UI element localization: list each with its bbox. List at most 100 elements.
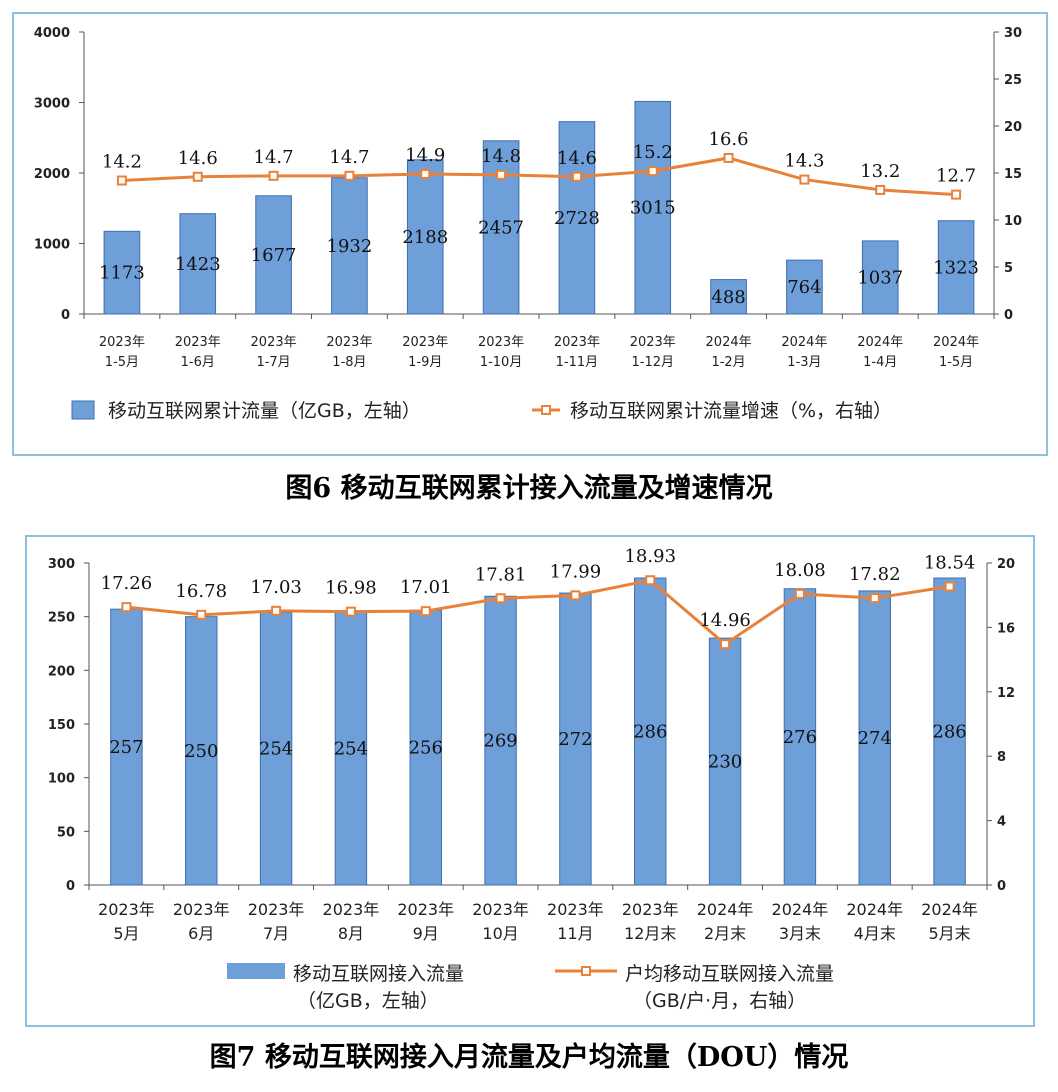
x-category-label: 1-5月	[105, 355, 139, 370]
line-point	[344, 170, 355, 181]
bar	[861, 240, 899, 315]
bar-value-label: 1037	[857, 267, 903, 288]
x-category-label: 2023年	[323, 900, 380, 919]
line-point	[951, 189, 962, 200]
x-category-label: 12月末	[624, 924, 676, 943]
bar-value-label: 1423	[175, 254, 221, 275]
bar-value-label: 254	[334, 739, 368, 760]
line-point	[196, 609, 207, 620]
y-left-tick-label: 300	[48, 557, 75, 572]
bar-value-label: 276	[783, 727, 817, 748]
bar-value-label: 286	[633, 722, 667, 743]
x-category-label: 2023年	[547, 900, 604, 919]
x-category-label: 2024年	[706, 335, 752, 350]
line-point	[121, 602, 132, 613]
x-category-label: 1-11月	[556, 355, 599, 370]
bar	[482, 140, 520, 315]
bar-value-label: 254	[259, 739, 293, 760]
x-category-label: 2024年	[772, 900, 829, 919]
line-value-label: 17.26	[101, 573, 153, 594]
bar	[710, 279, 747, 315]
x-category-label: 11月	[557, 924, 593, 943]
line-value-label: 18.93	[624, 546, 676, 567]
line-point	[268, 170, 279, 181]
y-left-tick-label: 100	[48, 772, 75, 787]
x-category-label: 1-5月	[939, 355, 973, 370]
bar-value-label: 256	[409, 738, 443, 759]
x-category-label: 1-8月	[332, 355, 366, 370]
line-value-label: 17.81	[475, 564, 527, 585]
bar	[185, 616, 218, 886]
y-right-tick-label: 25	[1004, 73, 1022, 88]
line-value-label: 12.7	[936, 166, 976, 187]
bar	[255, 195, 292, 315]
x-category-label: 6月	[188, 924, 214, 943]
line-point	[345, 606, 356, 617]
y-right-tick-label: 16	[997, 621, 1015, 636]
bar-value-label: 1932	[327, 236, 373, 257]
chart-fig7: 0 50 100 150 200 250 300 0 4 8 12 16 20 257 250 254 254 2…	[48, 546, 1015, 1012]
bar	[933, 577, 966, 886]
x-category-label: 1-7月	[256, 355, 290, 370]
y-right-tick-label: 8	[997, 750, 1006, 765]
x-category-label: 2023年	[630, 335, 676, 350]
bar	[406, 159, 444, 315]
x-category-label: 2023年	[472, 900, 529, 919]
caption-fig6: 图6 移动互联网累计接入流量及增速情况	[285, 473, 773, 504]
bar	[334, 611, 368, 886]
x-category-label: 10月	[482, 924, 518, 943]
line-series	[121, 156, 957, 197]
bar	[858, 590, 891, 886]
x-category-label: 9月	[413, 924, 439, 943]
line-value-label: 14.8	[481, 146, 521, 167]
line-point	[799, 174, 810, 185]
bar	[484, 595, 517, 886]
line-value-label: 14.7	[254, 147, 294, 168]
line-point	[495, 593, 506, 604]
x-category-label: 2023年	[622, 900, 679, 919]
x-category-label: 2023年	[251, 335, 297, 350]
bar-value-label: 488	[711, 287, 745, 308]
bar-value-label: 1173	[99, 263, 145, 284]
bar	[179, 213, 217, 315]
line-value-label: 16.6	[709, 129, 749, 150]
y-left-tick-label: 4000	[34, 26, 70, 41]
y-left-tick-label: 150	[48, 718, 75, 733]
line-value-label: 15.2	[633, 142, 673, 163]
x-category-label: 7月	[263, 924, 289, 943]
x-category-label: 2023年	[478, 335, 524, 350]
legend-bar-swatch	[227, 963, 285, 979]
bar	[103, 230, 141, 315]
line-point	[420, 606, 431, 617]
line-value-label: 17.03	[250, 577, 302, 598]
legend-bar-label: （亿GB，左轴）	[297, 990, 439, 1012]
line-point	[496, 169, 507, 180]
x-category-label: 2024年	[697, 900, 754, 919]
y-left-tick-label: 1000	[34, 238, 70, 253]
x-category-label: 1-2月	[711, 355, 745, 370]
line-point	[794, 588, 805, 599]
line-value-label: 14.2	[102, 152, 142, 173]
x-category-label: 2024年	[846, 900, 903, 919]
y-right-tick-label: 15	[1004, 167, 1022, 182]
bar	[786, 259, 823, 315]
y-left-tick-label: 0	[66, 879, 75, 894]
bar-value-label: 230	[708, 752, 742, 773]
bar	[634, 100, 672, 315]
x-category-label: 8月	[338, 924, 364, 943]
y-right-tick-label: 30	[1004, 26, 1022, 41]
x-category-label: 2023年	[248, 900, 305, 919]
line-value-label: 18.54	[924, 553, 976, 574]
legend-bar-swatch	[71, 400, 95, 420]
y-right-tick-label: 5	[1004, 261, 1013, 276]
caption-fig7: 图7 移动互联网接入月流量及户均流量（DOU）情况	[209, 1042, 849, 1073]
line-point	[869, 593, 880, 604]
bar	[558, 121, 596, 315]
x-category-label: 1-4月	[863, 355, 897, 370]
line-value-label: 14.6	[178, 148, 218, 169]
x-category-label: 2024年	[933, 335, 979, 350]
line-point	[570, 590, 581, 601]
bar	[110, 608, 143, 886]
y-left-tick-label: 250	[48, 611, 75, 626]
y-right-tick-label: 0	[997, 879, 1006, 894]
